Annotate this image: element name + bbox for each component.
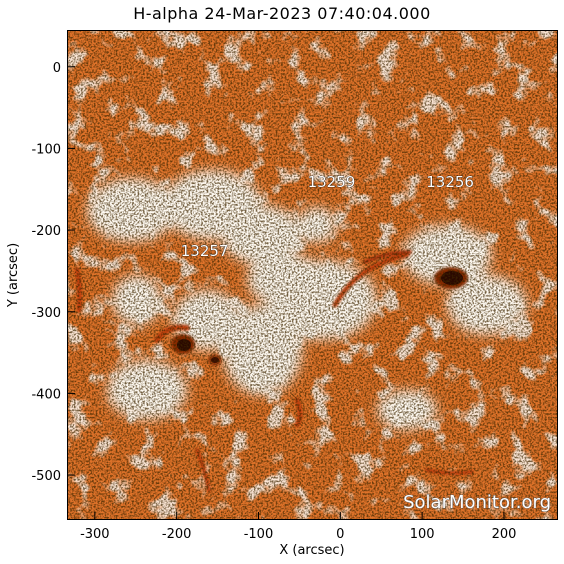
watermark-text: SolarMonitor.org <box>403 492 551 513</box>
region-label-13259: 13259 <box>308 173 356 191</box>
y-tick-label: 0 <box>53 61 61 76</box>
image-title: H-alpha 24-Mar-2023 07:40:04.000 <box>133 4 431 23</box>
h-alpha-image: 13257 13259 13256 SolarMonitor.org <box>67 30 558 520</box>
x-tick-label: 0 <box>336 527 344 542</box>
x-tick-label: -100 <box>244 527 274 542</box>
x-axis-title: X (arcsec) <box>279 543 344 558</box>
y-tick-label: -200 <box>31 224 61 239</box>
solar-image-panel: 13257 13259 13256 SolarMonitor.org <box>67 30 558 520</box>
y-tick-label: -100 <box>31 142 61 157</box>
x-tick-label: -200 <box>162 527 192 542</box>
y-tick-label: -500 <box>31 469 61 484</box>
x-tick-label: 100 <box>410 527 435 542</box>
y-tick-label: -400 <box>31 387 61 402</box>
y-tick-label: -300 <box>31 306 61 321</box>
x-tick-label: 200 <box>492 527 517 542</box>
y-axis-title: Y (arcsec) <box>6 243 21 308</box>
region-label-13256: 13256 <box>426 173 474 191</box>
region-label-13257: 13257 <box>181 242 229 260</box>
speckle-grain <box>67 30 558 520</box>
active-region-labels: 13257 13259 13256 <box>180 173 474 261</box>
x-tick-label: -300 <box>80 527 110 542</box>
plot-frame <box>67 30 558 520</box>
